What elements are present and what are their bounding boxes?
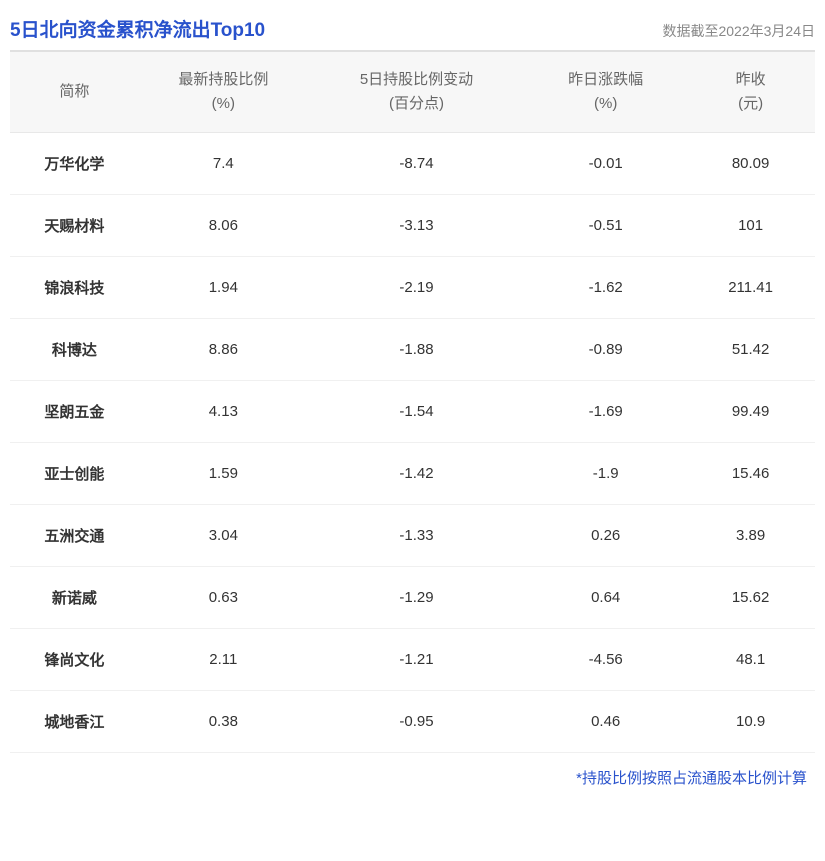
cell-stock-name: 亚士创能 xyxy=(10,443,139,505)
cell-ratio: 2.11 xyxy=(139,629,308,691)
cell-pct: -0.01 xyxy=(525,133,686,195)
table-row: 亚士创能1.59-1.42-1.915.46 xyxy=(10,443,815,505)
data-date: 数据截至2022年3月24日 xyxy=(662,21,815,41)
table-row: 五洲交通3.04-1.330.263.89 xyxy=(10,505,815,567)
table-header-bar: 5日北向资金累积净流出Top10 数据截至2022年3月24日 xyxy=(10,15,815,52)
cell-ratio: 4.13 xyxy=(139,381,308,443)
table-row: 锋尚文化2.11-1.21-4.5648.1 xyxy=(10,629,815,691)
cell-change5d: -2.19 xyxy=(308,257,525,319)
table-row: 城地香江0.38-0.950.4610.9 xyxy=(10,691,815,753)
cell-pct: -1.9 xyxy=(525,443,686,505)
table-row: 万华化学7.4-8.74-0.0180.09 xyxy=(10,133,815,195)
cell-ratio: 8.06 xyxy=(139,195,308,257)
cell-pct: -4.56 xyxy=(525,629,686,691)
cell-change5d: -1.54 xyxy=(308,381,525,443)
cell-close: 3.89 xyxy=(686,505,815,567)
cell-ratio: 1.94 xyxy=(139,257,308,319)
cell-stock-name: 五洲交通 xyxy=(10,505,139,567)
cell-close: 101 xyxy=(686,195,815,257)
cell-close: 51.42 xyxy=(686,319,815,381)
cell-close: 10.9 xyxy=(686,691,815,753)
cell-close: 80.09 xyxy=(686,133,815,195)
cell-pct: -0.89 xyxy=(525,319,686,381)
cell-stock-name: 天赐材料 xyxy=(10,195,139,257)
col-header-pct: 昨日涨跌幅(%) xyxy=(525,52,686,133)
table-row: 坚朗五金4.13-1.54-1.6999.49 xyxy=(10,381,815,443)
cell-pct: 0.46 xyxy=(525,691,686,753)
cell-pct: -1.62 xyxy=(525,257,686,319)
cell-ratio: 3.04 xyxy=(139,505,308,567)
cell-stock-name: 新诺威 xyxy=(10,567,139,629)
col-header-close: 昨收(元) xyxy=(686,52,815,133)
cell-change5d: -0.95 xyxy=(308,691,525,753)
col-header-name: 简称 xyxy=(10,52,139,133)
cell-change5d: -3.13 xyxy=(308,195,525,257)
cell-ratio: 1.59 xyxy=(139,443,308,505)
outflow-table: 简称 最新持股比例(%) 5日持股比例变动(百分点) 昨日涨跌幅(%) 昨收(元… xyxy=(10,52,815,753)
col-header-change5d: 5日持股比例变动(百分点) xyxy=(308,52,525,133)
table-row: 天赐材料8.06-3.13-0.51101 xyxy=(10,195,815,257)
cell-stock-name: 锋尚文化 xyxy=(10,629,139,691)
cell-change5d: -1.88 xyxy=(308,319,525,381)
table-row: 科博达8.86-1.88-0.8951.42 xyxy=(10,319,815,381)
table-head-row: 简称 最新持股比例(%) 5日持股比例变动(百分点) 昨日涨跌幅(%) 昨收(元… xyxy=(10,52,815,133)
cell-close: 211.41 xyxy=(686,257,815,319)
cell-stock-name: 万华化学 xyxy=(10,133,139,195)
table-row: 锦浪科技1.94-2.19-1.62211.41 xyxy=(10,257,815,319)
cell-pct: 0.64 xyxy=(525,567,686,629)
cell-change5d: -1.42 xyxy=(308,443,525,505)
cell-pct: -0.51 xyxy=(525,195,686,257)
cell-close: 48.1 xyxy=(686,629,815,691)
cell-ratio: 8.86 xyxy=(139,319,308,381)
cell-stock-name: 坚朗五金 xyxy=(10,381,139,443)
cell-change5d: -1.33 xyxy=(308,505,525,567)
footnote: *持股比例按照占流通股本比例计算 xyxy=(10,767,815,788)
cell-close: 99.49 xyxy=(686,381,815,443)
cell-stock-name: 城地香江 xyxy=(10,691,139,753)
cell-change5d: -8.74 xyxy=(308,133,525,195)
page-title: 5日北向资金累积净流出Top10 xyxy=(10,15,265,42)
table-row: 新诺威0.63-1.290.6415.62 xyxy=(10,567,815,629)
cell-ratio: 0.63 xyxy=(139,567,308,629)
cell-close: 15.46 xyxy=(686,443,815,505)
cell-stock-name: 锦浪科技 xyxy=(10,257,139,319)
cell-ratio: 0.38 xyxy=(139,691,308,753)
table-body: 万华化学7.4-8.74-0.0180.09天赐材料8.06-3.13-0.51… xyxy=(10,133,815,753)
cell-stock-name: 科博达 xyxy=(10,319,139,381)
col-header-ratio: 最新持股比例(%) xyxy=(139,52,308,133)
cell-change5d: -1.21 xyxy=(308,629,525,691)
cell-close: 15.62 xyxy=(686,567,815,629)
cell-pct: 0.26 xyxy=(525,505,686,567)
cell-ratio: 7.4 xyxy=(139,133,308,195)
cell-change5d: -1.29 xyxy=(308,567,525,629)
cell-pct: -1.69 xyxy=(525,381,686,443)
